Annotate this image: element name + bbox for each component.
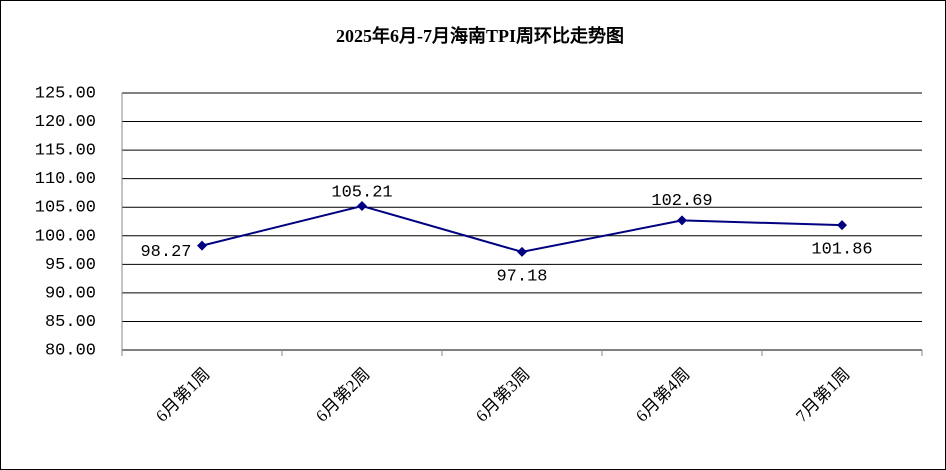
data-label: 102.69 (651, 192, 712, 211)
y-tick-label: 105.00 (35, 199, 96, 218)
y-tick-label: 95.00 (45, 256, 96, 275)
y-tick-label: 120.00 (35, 113, 96, 132)
data-label: 98.27 (140, 243, 191, 262)
y-tick-label: 125.00 (35, 84, 96, 103)
y-tick-label: 110.00 (35, 170, 96, 189)
y-tick-label: 100.00 (35, 227, 96, 246)
data-label: 101.86 (811, 241, 872, 260)
marker (517, 246, 527, 257)
y-tick-label: 85.00 (45, 313, 96, 332)
marker (357, 201, 367, 212)
marker (197, 240, 207, 251)
marker (837, 220, 847, 231)
y-tick-label: 80.00 (45, 341, 96, 360)
y-tick-label: 115.00 (35, 142, 96, 161)
y-tick-label: 90.00 (45, 284, 96, 303)
data-label: 105.21 (331, 184, 392, 203)
chart-title: 2025年6月-7月海南TPI周环比走势图 (336, 25, 624, 46)
marker (677, 215, 687, 226)
data-label: 97.18 (496, 267, 547, 286)
